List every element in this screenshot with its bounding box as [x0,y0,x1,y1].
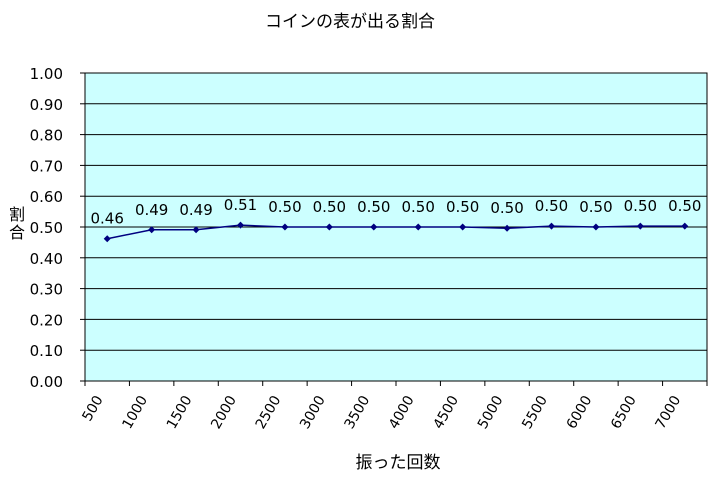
data-point [459,223,467,231]
x-tick-label: 500 [79,393,106,424]
data-label: 0.50 [624,197,657,215]
x-axis-ticks: 500 1000 1500 2000 2500 3000 3500 4000 4500 5000 5… [79,381,708,432]
x-tick-label: 1500 [164,393,196,432]
data-label: 0.50 [357,198,390,216]
data-label: 0.50 [535,197,568,215]
y-tick-label: 1.00 [30,65,63,83]
x-axis-label: 振った回数 [356,453,441,473]
y-axis-label-char: 割 [9,205,25,224]
data-point [503,224,511,232]
chart-title: コインの表が出る割合 [265,12,435,32]
data-point [592,223,600,231]
data-label: 0.50 [402,198,435,216]
data-label: 0.51 [224,196,257,214]
x-tick-label: 3000 [297,393,329,432]
y-tick-label: 0.90 [30,96,63,114]
data-label: 0.50 [490,199,523,217]
y-tick-label: 0.60 [30,188,63,206]
data-label: 0.49 [135,201,168,219]
series-line [107,224,685,240]
data-point [548,222,555,230]
data-point [370,223,378,231]
y-tick-label: 0.20 [30,311,63,329]
data-point [148,226,156,234]
y-tick-label: 0.70 [30,157,63,175]
y-tick-label: 0.40 [30,250,63,268]
x-tick-label: 5000 [475,393,507,432]
data-label: 0.50 [668,197,701,215]
y-axis-label: 割合 [9,205,25,242]
x-tick-label: 6500 [608,393,640,432]
data-label: 0.50 [268,198,301,216]
y-tick-label: 0.50 [30,219,63,237]
data-label: 0.50 [579,198,612,216]
x-tick-label: 2000 [208,393,240,432]
y-tick-label: 0.30 [30,281,63,299]
x-tick-label: 6000 [564,393,596,432]
data-label: 0.49 [179,201,212,219]
y-tick-label: 0.80 [30,127,63,145]
y-tick-label: 0.10 [30,342,63,360]
data-label: 0.50 [313,198,346,216]
x-tick-label: 7000 [653,393,685,432]
data-point [192,226,200,234]
data-labels: 0.46 0.49 0.49 0.51 0.50 0.50 0.50 0.50 0.50 0.50… [91,196,702,228]
x-tick-label: 2500 [253,393,285,432]
data-label: 0.50 [446,198,479,216]
y-axis-ticks: 0.00 0.10 0.20 0.30 0.40 0.50 0.60 0.70 0.80 0.90… [30,65,85,391]
data-point [281,223,289,231]
x-tick-label: 3500 [342,393,374,432]
data-point [237,221,244,229]
y-tick-label: 0.00 [30,373,63,391]
data-point [103,235,111,243]
gridlines [85,103,707,351]
data-point [325,223,333,231]
x-tick-label: 4000 [386,393,418,432]
series [103,221,689,243]
data-label: 0.46 [91,210,124,228]
x-tick-label: 5500 [519,393,551,432]
data-point [681,222,689,230]
x-tick-label: 1000 [119,393,151,432]
data-point [636,222,644,230]
y-axis-label-char: 合 [9,223,25,242]
x-tick-label: 4500 [430,393,462,432]
data-point [414,223,422,231]
